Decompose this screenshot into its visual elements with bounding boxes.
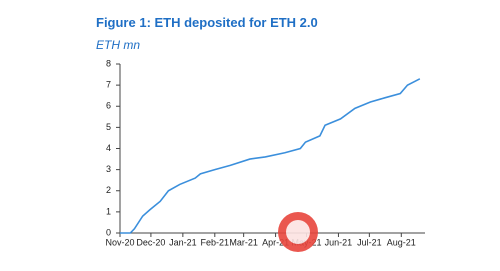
- x-tick-label: Mar-21: [229, 237, 258, 247]
- x-tick-label: Apr-21: [262, 237, 289, 247]
- watermark: [278, 212, 318, 252]
- y-tick-label: 4: [106, 143, 111, 153]
- y-tick-label: 5: [106, 122, 111, 132]
- chart-title: Figure 1: ETH deposited for ETH 2.0: [96, 15, 318, 30]
- y-tick-label: 1: [106, 206, 111, 216]
- y-tick-label: 0: [106, 227, 111, 237]
- x-tick-label: Aug-21: [387, 237, 416, 247]
- data-line: [120, 78, 421, 234]
- y-tick-label: 3: [106, 164, 111, 174]
- y-tick-label: 8: [106, 58, 111, 68]
- chart-subtitle: ETH mn: [96, 38, 140, 52]
- watermark-inner: [286, 220, 310, 244]
- x-tick-label: Feb-21: [201, 237, 230, 247]
- plot: 0 1 2 3 4 5 6 7 8 Nov-20 Dec-20 Jan-21 Feb-21 Mar-21 A…: [105, 58, 421, 247]
- y-tick-label: 7: [106, 80, 111, 90]
- x-tick-label: Jul-21: [357, 237, 382, 247]
- y-tick-label: 2: [106, 185, 111, 195]
- x-tick-label: Jun-21: [325, 237, 353, 247]
- x-tick-label: Dec-20: [136, 237, 165, 247]
- x-tick-label: Nov-20: [105, 237, 134, 247]
- x-tick-label: Jan-21: [169, 237, 197, 247]
- y-tick-label: 6: [106, 101, 111, 111]
